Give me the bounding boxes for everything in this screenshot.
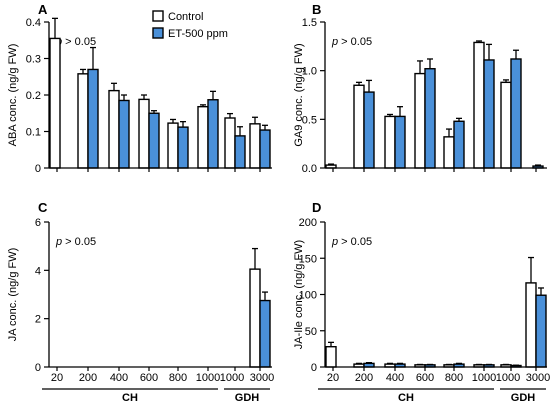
y-tick-label: 6 — [35, 217, 41, 229]
x-tick-label: 400 — [110, 372, 128, 384]
bar-treated — [207, 99, 219, 169]
bar-control — [138, 98, 150, 169]
legend-swatch-control — [152, 10, 164, 22]
x-tick-label: 1000 — [496, 372, 520, 384]
y-tick-label: 4 — [35, 265, 41, 277]
x-tick-label: 800 — [445, 372, 463, 384]
x-tick-label: 20 — [51, 372, 63, 384]
y-tick-label: 150 — [299, 253, 317, 265]
y-tick-label: 0.4 — [26, 17, 41, 29]
bar-control — [197, 105, 209, 169]
y-tick-label: 0 — [35, 163, 41, 175]
bar-control — [325, 346, 337, 368]
y-axis-label: GA9 conc. (ng/g FW) — [293, 43, 305, 146]
p-value-annotation: p > 0.05 — [331, 36, 372, 48]
bar-control — [473, 41, 485, 169]
bar-treated — [87, 68, 99, 169]
x-tick-label: 200 — [79, 372, 97, 384]
y-axis-label: JA-Ile conc. (ng/g FW) — [293, 240, 305, 349]
y-tick-label: 0.5 — [302, 114, 317, 126]
bar-control — [49, 37, 61, 169]
x-tick-label: 3000 — [250, 372, 274, 384]
bar-treated — [394, 115, 406, 169]
legend-swatch-treated — [152, 27, 164, 39]
y-tick-label: 0.0 — [302, 163, 317, 175]
bar-control — [249, 268, 261, 368]
x-tick-label: 800 — [169, 372, 187, 384]
panel-c: C 0 2 4 6 JA conc. (ng/g FW) p > 0.05 20 200 400 6… — [7, 200, 274, 404]
y-tick-label: 100 — [299, 290, 317, 302]
bar-treated — [177, 126, 189, 169]
bar-treated — [259, 129, 271, 169]
bar-control — [224, 117, 236, 169]
panel-letter: B — [312, 2, 321, 17]
p-value-annotation: p > 0.05 — [331, 236, 372, 248]
legend-label-control: Control — [168, 11, 203, 23]
x-tick-label: 3000 — [526, 372, 550, 384]
x-tick-label: 600 — [416, 372, 434, 384]
y-tick-label: 1.0 — [302, 66, 317, 78]
bar-control — [525, 282, 537, 368]
bar-control — [500, 81, 512, 169]
bar-treated — [234, 135, 246, 169]
panel-a: A 0 0.1 0.2 0.3 0.4 ABA conc. (ng/g FW) p > 0.0… — [7, 2, 272, 175]
bar-control — [384, 115, 396, 169]
y-tick-label: 200 — [299, 217, 317, 229]
bar-treated — [118, 99, 130, 169]
group-label-ch: CH — [122, 392, 138, 404]
group-label-ch: CH — [398, 392, 414, 404]
bar-treated — [259, 299, 271, 368]
bar-control — [167, 122, 179, 169]
p-value-annotation: p > 0.05 — [55, 36, 96, 48]
x-tick-label: 20 — [327, 372, 339, 384]
y-tick-label: 0 — [311, 362, 317, 374]
legend-label-treated: ET-500 ppm — [168, 28, 228, 40]
bar-control — [414, 72, 426, 169]
bar-treated — [424, 68, 436, 169]
bar-treated — [148, 112, 160, 169]
panel-letter: D — [312, 200, 321, 215]
x-tick-label: 1000 — [196, 372, 220, 384]
panel-letter: C — [38, 200, 48, 215]
bar-control — [249, 123, 261, 169]
y-axis-label: JA conc. (ng/g FW) — [7, 248, 19, 342]
y-tick-label: 0.3 — [26, 54, 41, 66]
x-tick-label: 200 — [355, 372, 373, 384]
group-label-gdh: GDH — [235, 392, 260, 404]
x-tick-label: 1000 — [472, 372, 496, 384]
y-tick-label: 2 — [35, 314, 41, 326]
y-tick-label: 0.2 — [26, 90, 41, 102]
bar-treated — [535, 294, 547, 368]
bar-control — [77, 73, 89, 169]
x-tick-label: 1000 — [220, 372, 244, 384]
group-label-gdh: GDH — [511, 392, 536, 404]
y-tick-label: 0.1 — [26, 127, 41, 139]
p-value-annotation: p > 0.05 — [55, 236, 96, 248]
legend: Control ET-500 ppm — [152, 10, 228, 40]
x-tick-label: 600 — [140, 372, 158, 384]
y-tick-label: 1.5 — [302, 17, 317, 29]
y-tick-label: 0 — [35, 362, 41, 374]
panel-letter: A — [38, 2, 48, 17]
bar-control — [108, 89, 120, 169]
bar-control — [353, 84, 365, 169]
y-tick-label: 50 — [305, 326, 317, 338]
panel-d: D 0 50 100 150 200 JA-Ile conc. (ng/g FW) p > 0… — [293, 200, 550, 404]
panel-b: B 0.0 0.5 1.0 1.5 GA9 conc. (ng/g FW) p > 0.05 — [293, 2, 547, 175]
bar-treated — [453, 120, 465, 169]
x-tick-label: 400 — [386, 372, 404, 384]
bar-treated — [363, 91, 375, 169]
y-axis-label: ABA conc. (ng/g FW) — [7, 44, 19, 147]
bar-treated — [510, 58, 522, 169]
bar-treated — [483, 59, 495, 169]
bar-control — [443, 136, 455, 169]
